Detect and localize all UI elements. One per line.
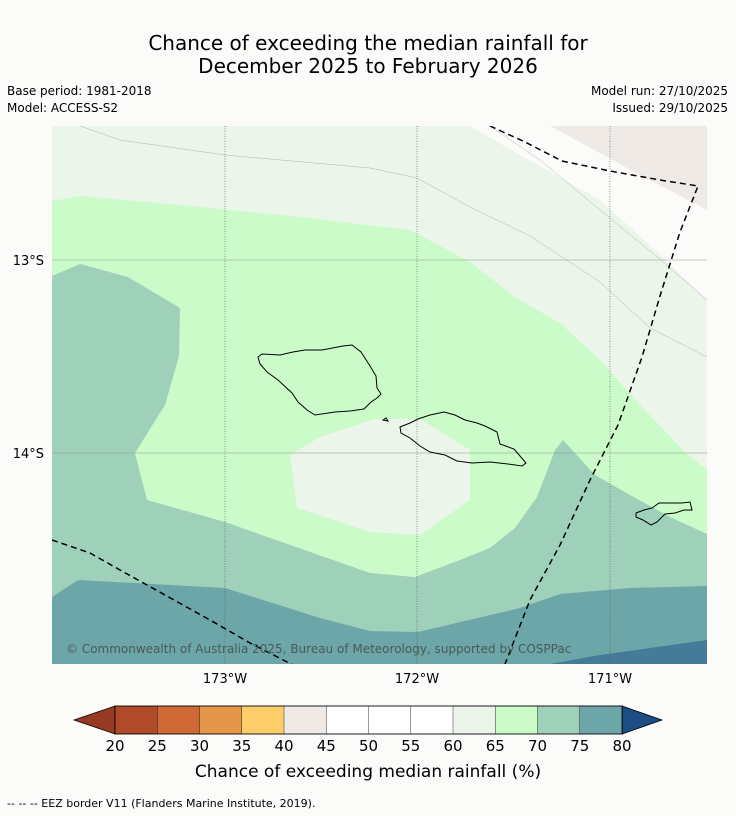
colorbar-bin	[579, 705, 623, 735]
colorbar-bin	[410, 705, 454, 735]
colorbar-label: Chance of exceeding median rainfall (%)	[194, 762, 542, 782]
model-name: Model: ACCESS-S2	[7, 101, 119, 115]
region-65-70	[52, 264, 707, 664]
colorbar-bin	[368, 705, 412, 735]
contour-lines	[79, 126, 707, 358]
colorbar-tick-label: 40	[274, 737, 293, 755]
lat-label-13s: 13°S	[13, 254, 44, 269]
region-40-45	[550, 126, 707, 210]
coastlines	[257, 344, 693, 526]
colorbar-bin	[241, 705, 285, 735]
colorbar-tick-label: 35	[232, 737, 251, 755]
region-70-75	[52, 580, 707, 664]
manono-islet	[381, 417, 390, 422]
lat-label-14s: 14°S	[13, 447, 44, 462]
eez-footnote: -- -- -- EEZ border V11 (Flanders Marine…	[7, 797, 316, 810]
colorbar-bin	[452, 705, 496, 735]
colorbar: 20 25 30 35 40 45 50 55 60 65 70 75 80	[72, 705, 664, 755]
colorbar-tick-label: 80	[612, 737, 631, 755]
issued-date: Issued: 29/10/2025	[612, 101, 728, 115]
colorbar-tick-label: 55	[401, 737, 420, 755]
colorbar-bin	[326, 705, 370, 735]
meta-right: Model run: 27/10/2025 Issued: 29/10/2025	[591, 83, 728, 117]
colorbar-tick-label: 60	[443, 737, 462, 755]
upolu-island	[399, 411, 527, 467]
colorbar-bin	[114, 705, 158, 735]
colorbar-bin	[537, 705, 581, 735]
colorbar-tick-label: 20	[105, 737, 124, 755]
copyright-text: © Commonwealth of Australia 2025, Bureau…	[66, 642, 571, 656]
lon-label-172w: 172°W	[395, 672, 439, 687]
base-period: Base period: 1981-2018	[7, 84, 152, 98]
colorbar-bin	[157, 705, 201, 735]
colorbar-under-arrow	[72, 705, 116, 735]
region-75-80	[550, 640, 707, 664]
colorbar-tick-label: 50	[359, 737, 378, 755]
colorbar-over-arrow	[621, 705, 664, 735]
graticule-parallels	[52, 259, 707, 454]
colorbar-tick-label: 70	[528, 737, 547, 755]
colorbar-tick-label: 45	[317, 737, 336, 755]
colorbar-tick-label: 75	[570, 737, 589, 755]
savaii-island	[257, 344, 382, 416]
model-run: Model run: 27/10/2025	[590, 84, 728, 98]
eez-border	[52, 126, 700, 664]
lon-label-173w: 173°W	[203, 672, 247, 687]
region-55-60-enclave	[290, 419, 470, 535]
meta-left: Base period: 1981-2018 Model: ACCESS-S2	[7, 83, 152, 117]
map-title-line2: December 2025 to February 2026	[198, 54, 538, 78]
map-title-line1: Chance of exceeding the median rainfall …	[148, 31, 588, 55]
colorbar-bin	[199, 705, 243, 735]
colorbar-bin	[495, 705, 539, 735]
map-plot-area	[52, 126, 707, 664]
colorbar-bin	[283, 705, 327, 735]
graticule-meridians	[224, 126, 611, 664]
lon-label-171w: 171°W	[588, 672, 632, 687]
colorbar-tick-label: 65	[486, 737, 505, 755]
colorbar-tick-label: 30	[190, 737, 209, 755]
tutuila-island	[635, 501, 693, 526]
colorbar-tick-label: 25	[148, 737, 167, 755]
